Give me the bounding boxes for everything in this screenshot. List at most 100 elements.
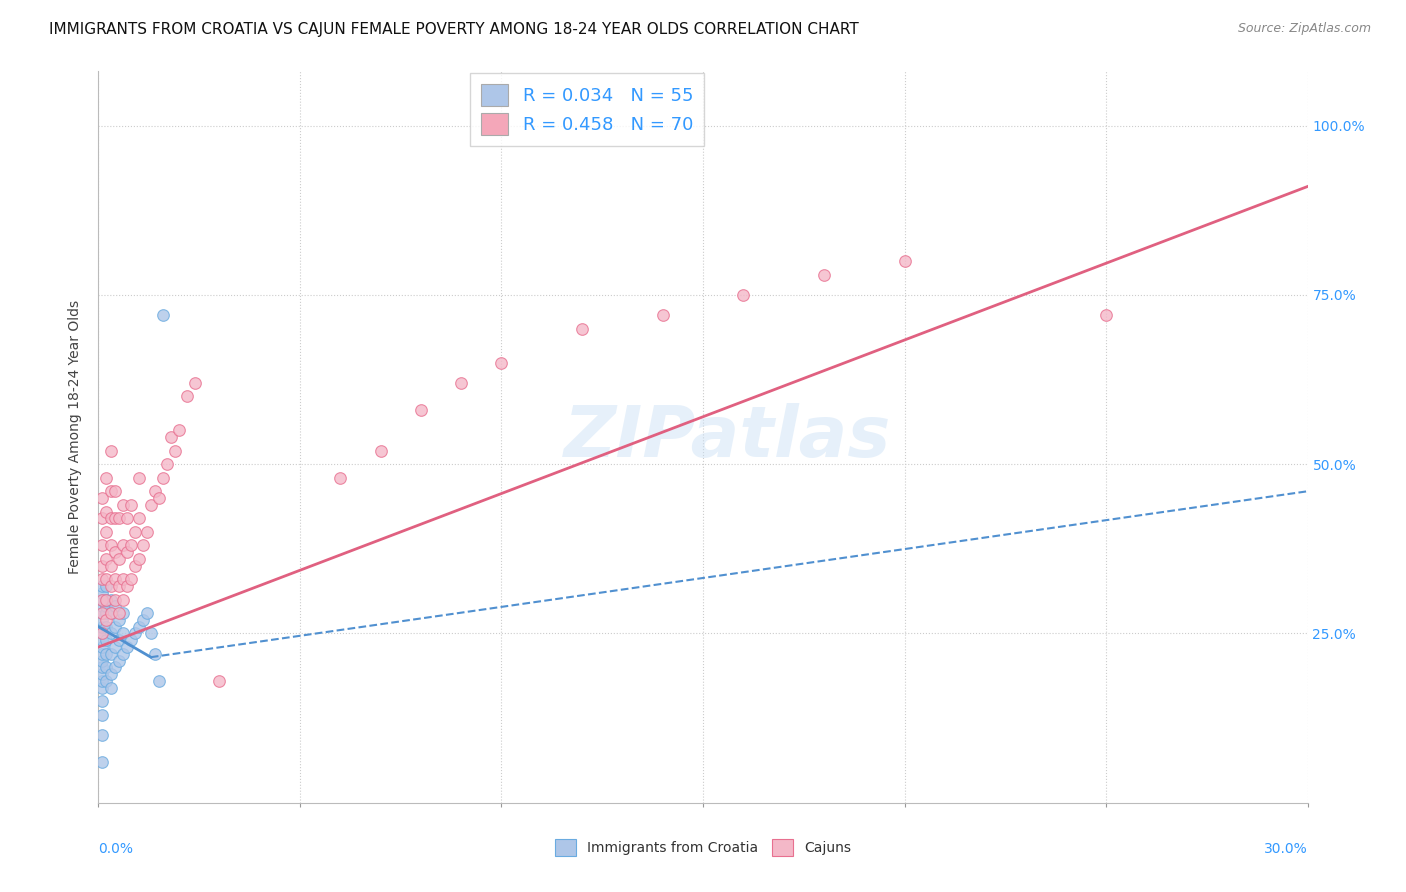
- Point: [103, 572, 125, 586]
- Point: [91, 572, 114, 586]
- Point: [120, 538, 142, 552]
- Point: [107, 633, 129, 648]
- Point: [409, 403, 432, 417]
- Point: [103, 545, 125, 559]
- Point: [813, 268, 835, 282]
- Point: [135, 606, 157, 620]
- Point: [103, 640, 125, 654]
- Point: [111, 498, 134, 512]
- Point: [91, 654, 114, 668]
- Point: [96, 505, 118, 519]
- Text: 0.0%: 0.0%: [98, 842, 134, 855]
- Point: [107, 606, 129, 620]
- Point: [91, 558, 114, 573]
- Point: [91, 681, 114, 695]
- Point: [111, 626, 134, 640]
- Point: [100, 606, 122, 620]
- Point: [120, 572, 142, 586]
- Point: [96, 647, 118, 661]
- Point: [100, 443, 122, 458]
- Point: [124, 626, 146, 640]
- Point: [167, 423, 190, 437]
- Text: 30.0%: 30.0%: [1264, 842, 1308, 855]
- Point: [96, 633, 118, 648]
- Point: [96, 613, 118, 627]
- Point: [96, 599, 118, 614]
- Point: [111, 647, 134, 661]
- Point: [143, 647, 166, 661]
- Point: [100, 592, 122, 607]
- Point: [128, 471, 150, 485]
- Point: [139, 626, 162, 640]
- Point: [96, 620, 118, 634]
- Point: [120, 633, 142, 648]
- Point: [100, 484, 122, 499]
- Point: [107, 579, 129, 593]
- Point: [100, 558, 122, 573]
- Point: [111, 572, 134, 586]
- Text: IMMIGRANTS FROM CROATIA VS CAJUN FEMALE POVERTY AMONG 18-24 YEAR OLDS CORRELATIO: IMMIGRANTS FROM CROATIA VS CAJUN FEMALE …: [49, 22, 859, 37]
- Point: [91, 667, 114, 681]
- Point: [103, 620, 125, 634]
- Point: [107, 552, 129, 566]
- Point: [132, 538, 155, 552]
- Point: [329, 471, 352, 485]
- Point: [96, 673, 118, 688]
- Point: [115, 511, 138, 525]
- Point: [91, 599, 114, 614]
- Point: [107, 511, 129, 525]
- Point: [91, 538, 114, 552]
- Point: [148, 673, 170, 688]
- Point: [103, 484, 125, 499]
- Point: [176, 389, 198, 403]
- Point: [450, 376, 472, 390]
- Point: [128, 552, 150, 566]
- Point: [152, 471, 174, 485]
- Point: [91, 491, 114, 505]
- Point: [1095, 308, 1118, 322]
- Point: [208, 673, 231, 688]
- Point: [91, 694, 114, 708]
- Legend: Immigrants from Croatia, Cajuns: Immigrants from Croatia, Cajuns: [550, 834, 856, 862]
- Text: ZIPatlas: ZIPatlas: [564, 402, 891, 472]
- Point: [100, 606, 122, 620]
- Point: [91, 707, 114, 722]
- Point: [148, 491, 170, 505]
- Point: [91, 511, 114, 525]
- Text: Source: ZipAtlas.com: Source: ZipAtlas.com: [1237, 22, 1371, 36]
- Point: [100, 511, 122, 525]
- Point: [115, 545, 138, 559]
- Point: [91, 640, 114, 654]
- Point: [96, 592, 118, 607]
- Point: [100, 647, 122, 661]
- Point: [100, 626, 122, 640]
- Point: [100, 667, 122, 681]
- Point: [91, 592, 114, 607]
- Point: [124, 558, 146, 573]
- Point: [91, 626, 114, 640]
- Point: [91, 592, 114, 607]
- Point: [128, 511, 150, 525]
- Point: [91, 660, 114, 674]
- Point: [91, 728, 114, 742]
- Point: [91, 620, 114, 634]
- Point: [733, 288, 755, 302]
- Point: [100, 681, 122, 695]
- Point: [96, 471, 118, 485]
- Point: [893, 254, 915, 268]
- Point: [96, 572, 118, 586]
- Point: [491, 355, 513, 369]
- Point: [124, 524, 146, 539]
- Point: [91, 633, 114, 648]
- Point: [91, 673, 114, 688]
- Point: [96, 552, 118, 566]
- Y-axis label: Female Poverty Among 18-24 Year Olds: Female Poverty Among 18-24 Year Olds: [69, 300, 83, 574]
- Point: [96, 592, 118, 607]
- Point: [96, 579, 118, 593]
- Point: [111, 592, 134, 607]
- Point: [111, 606, 134, 620]
- Point: [115, 579, 138, 593]
- Point: [107, 654, 129, 668]
- Point: [91, 606, 114, 620]
- Point: [651, 308, 673, 322]
